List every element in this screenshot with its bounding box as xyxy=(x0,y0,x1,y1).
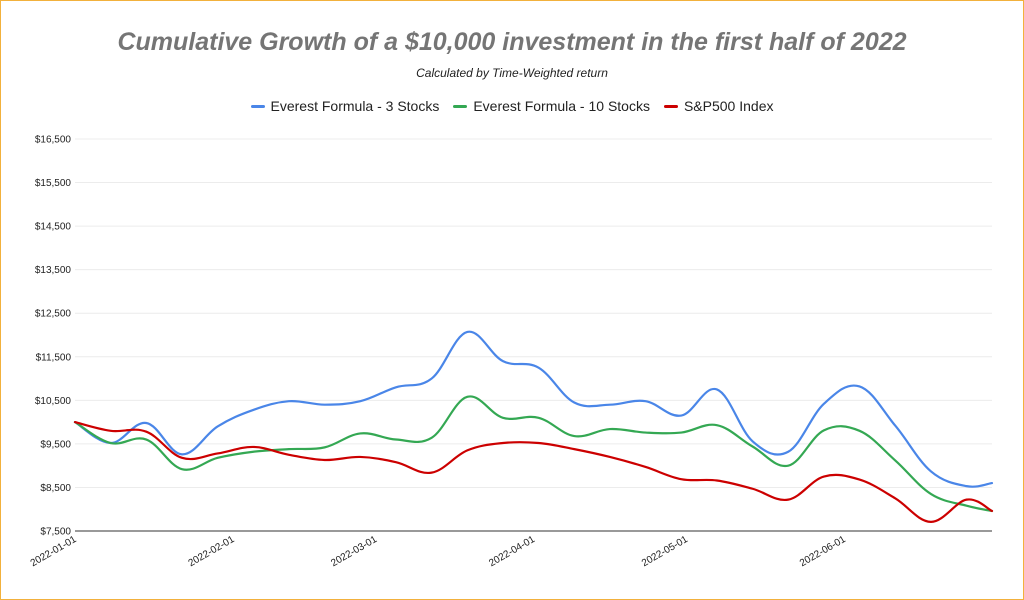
x-tick-label: 2022-06-01 xyxy=(798,534,848,569)
legend-label-sp500: S&P500 Index xyxy=(683,98,774,114)
x-tick-label: 2022-02-01 xyxy=(187,534,237,569)
legend-item-3-stocks[interactable]: Everest Formula - 3 Stocks xyxy=(250,98,440,114)
y-tick-label: $9,500 xyxy=(40,439,71,450)
x-tick-label: 2022-05-01 xyxy=(640,534,690,569)
series-line-sp500[interactable] xyxy=(73,421,994,523)
chart-legend: Everest Formula - 3 Stocks Everest Formu… xyxy=(0,98,1024,114)
x-tick-label: 2022-03-01 xyxy=(329,534,379,569)
y-tick-label: $10,500 xyxy=(35,396,72,407)
legend-label-10-stocks: Everest Formula - 10 Stocks xyxy=(473,98,650,114)
series-line-10-stocks[interactable] xyxy=(73,395,994,513)
x-tick-label: 2022-04-01 xyxy=(487,534,537,569)
y-tick-label: $16,500 xyxy=(35,135,72,146)
legend-item-sp500[interactable]: S&P500 Index xyxy=(663,98,774,114)
chart-title: Cumulative Growth of a $10,000 investmen… xyxy=(117,28,907,56)
legend-label-3-stocks: Everest Formula - 3 Stocks xyxy=(270,98,440,114)
y-tick-label: $12,500 xyxy=(35,309,72,320)
y-tick-label: $13,500 xyxy=(35,265,72,276)
axis-layer: $7,500 $8,500 $9,500 $10,500 $11,500 $12,500 $… xyxy=(29,135,992,569)
series-line-3-stocks[interactable] xyxy=(73,330,994,488)
y-tick-label: $11,500 xyxy=(36,352,72,363)
y-tick-label: $15,500 xyxy=(35,178,72,189)
legend-swatch-10-stocks xyxy=(453,104,468,108)
legend-swatch-3-stocks xyxy=(250,104,265,108)
grid-layer xyxy=(75,138,992,488)
x-tick-label: 2022-01-01 xyxy=(29,534,79,569)
series-layer xyxy=(73,330,994,523)
chart-subtitle: Calculated by Time-Weighted return xyxy=(416,66,608,80)
y-tick-label: $8,500 xyxy=(40,483,71,494)
y-tick-label: $7,500 xyxy=(40,527,71,538)
legend-swatch-sp500 xyxy=(663,104,678,108)
y-tick-label: $14,500 xyxy=(35,222,72,233)
legend-item-10-stocks[interactable]: Everest Formula - 10 Stocks xyxy=(453,98,650,114)
